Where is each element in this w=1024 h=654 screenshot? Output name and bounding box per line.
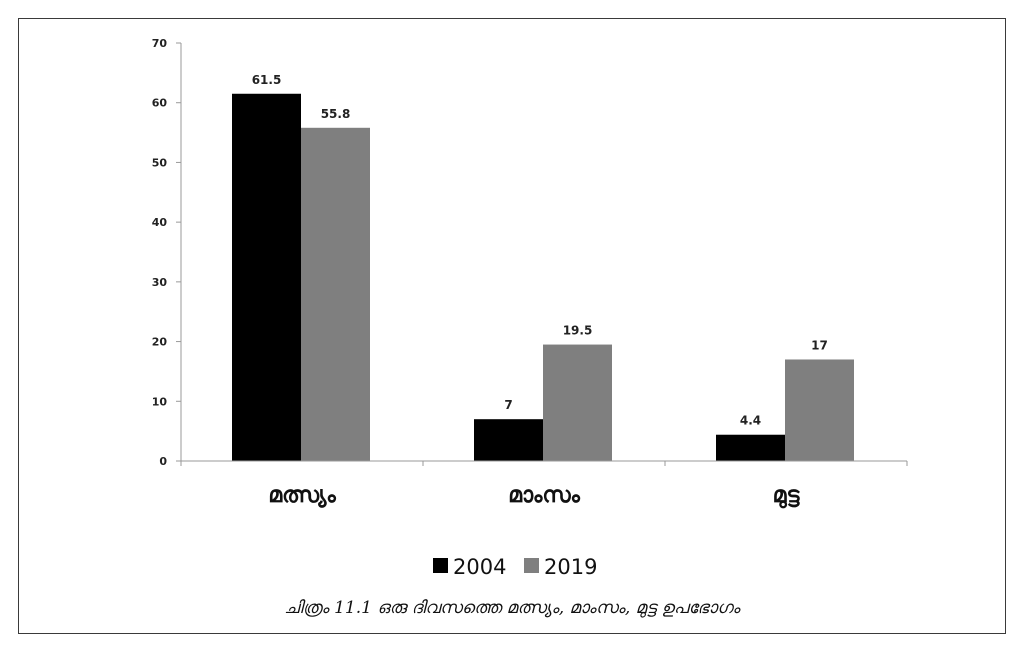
- data-label: 17: [811, 338, 828, 352]
- data-label: 19.5: [563, 324, 593, 338]
- category-label: മുട്ട: [773, 483, 801, 509]
- legend-swatch-2004: [433, 558, 448, 573]
- data-label: 4.4: [740, 414, 761, 428]
- legend: 2004 2019: [433, 555, 597, 579]
- x-axis: മത്സ്യം മാംസം മുട്ട: [180, 460, 908, 509]
- bar-2019: [543, 344, 612, 461]
- figure-caption: ചിത്രം 11.1 ഒരു ദിവസത്തെ മത്സ്യം, മാംസം,…: [284, 598, 741, 618]
- y-tick-label: 20: [152, 336, 168, 349]
- category-label: മത്സ്യം: [268, 483, 336, 509]
- y-tick-label: 50: [152, 156, 168, 169]
- legend-swatch-2019: [524, 558, 539, 573]
- figure-frame: [18, 18, 1006, 634]
- y-tick-label: 0: [159, 455, 167, 468]
- data-label: 7: [504, 398, 512, 412]
- y-axis: 0 10 20 30 40 50 60 70: [152, 37, 182, 468]
- bar-2019: [785, 359, 854, 461]
- category-label: മാംസം: [508, 483, 580, 508]
- legend-label-2004: 2004: [453, 555, 506, 579]
- data-label: 55.8: [321, 107, 351, 121]
- y-tick-label: 30: [152, 276, 168, 289]
- data-label: 61.5: [252, 73, 282, 87]
- y-tick-label: 70: [152, 37, 168, 50]
- bar-2004: [716, 434, 785, 461]
- bar-2004: [474, 419, 543, 461]
- y-tick-label: 10: [152, 395, 168, 408]
- bar-2019: [301, 127, 370, 462]
- y-tick-label: 40: [152, 216, 168, 229]
- y-tick-label: 60: [152, 97, 168, 110]
- legend-label-2019: 2019: [544, 555, 597, 579]
- bar-2004: [232, 93, 301, 461]
- bars: 61.5 7 4.4 55.8 19.5 17: [232, 73, 854, 462]
